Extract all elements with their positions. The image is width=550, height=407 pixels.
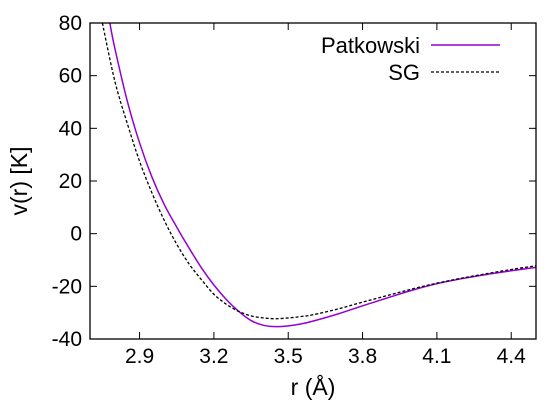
- legend-label-patkowski: Patkowski: [321, 33, 420, 58]
- y-tick-label: -20: [52, 275, 82, 298]
- y-tick-label: 60: [59, 65, 82, 88]
- y-tick-label: 40: [59, 117, 82, 140]
- plot-frame: [89, 22, 537, 340]
- y-tick-label: -40: [52, 328, 82, 351]
- series-line-patkowski: [109, 23, 536, 328]
- y-axis: -40 -20 0 20 40 60 80: [52, 12, 536, 351]
- legend: Patkowski SG: [321, 33, 500, 85]
- x-tick-label: 3.5: [274, 345, 303, 368]
- x-tick-label: 3.8: [348, 345, 377, 368]
- legend-label-sg: SG: [388, 60, 420, 85]
- x-tick-label: 4.4: [497, 345, 527, 368]
- x-tick-label: 4.1: [422, 345, 451, 368]
- x-tick-label: 2.9: [125, 345, 154, 368]
- y-tick-label: 20: [59, 170, 82, 193]
- y-tick-label: 0: [70, 223, 82, 246]
- x-axis: 2.9 3.2 3.5 3.8 4.1 4.4: [125, 23, 526, 368]
- x-tick-label: 3.2: [199, 345, 228, 368]
- x-axis-label: r (Å): [291, 373, 336, 400]
- y-tick-label: 80: [59, 12, 82, 35]
- y-axis-label: v(r) [K]: [6, 147, 32, 216]
- series-layer: [101, 23, 536, 328]
- series-line-sg: [101, 23, 536, 320]
